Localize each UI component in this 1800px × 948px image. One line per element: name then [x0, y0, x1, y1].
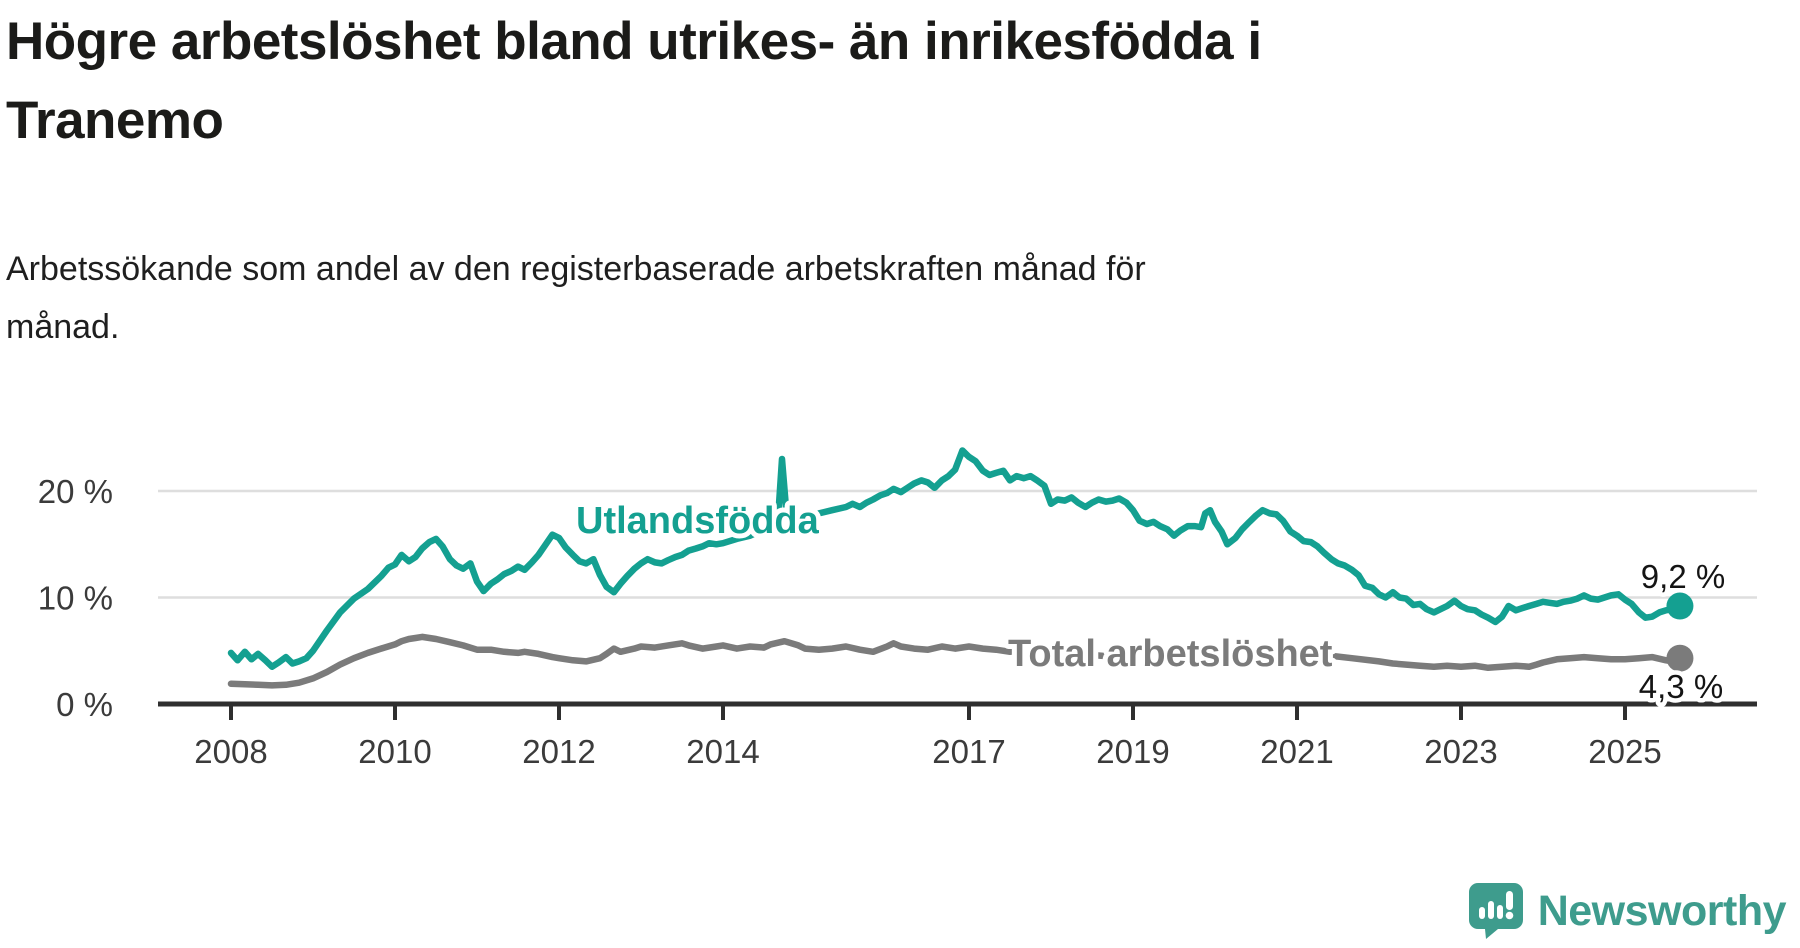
x-label-2010: 2010	[358, 733, 431, 770]
title-line-2: Tranemo	[6, 91, 224, 150]
x-label-2017: 2017	[932, 733, 1005, 770]
end-dot-utlandsfodda	[1666, 592, 1694, 620]
title-line-1: Högre arbetslöshet bland utrikes- än inr…	[6, 12, 1262, 71]
series-label-total: Total arbetslöshet	[1008, 633, 1333, 675]
x-label-2019: 2019	[1096, 733, 1169, 770]
x-axis	[158, 701, 1757, 720]
speech-bubble-shape	[1468, 883, 1523, 939]
x-label-2025: 2025	[1588, 733, 1661, 770]
x-label-2014: 2014	[686, 733, 759, 770]
series-lines	[227, 447, 1684, 689]
series-end-dots	[1666, 592, 1694, 672]
line-total	[227, 633, 1684, 689]
chart-subtitle: Arbetssökande som andel av den registerb…	[6, 240, 1566, 356]
y-label-10: 10 %	[38, 580, 113, 617]
y-label-0: 0 %	[56, 686, 113, 723]
x-label-2021: 2021	[1260, 733, 1333, 770]
newsworthy-icon	[1468, 883, 1523, 939]
subtitle-line-2: månad.	[6, 308, 120, 346]
end-value-utlandsfodda: 9,2 %	[1641, 558, 1725, 595]
y-axis-labels: 0 % 10 % 20 %	[38, 473, 113, 723]
x-label-2008: 2008	[194, 733, 267, 770]
series-label-utlandsfodda: Utlandsfödda	[576, 500, 820, 542]
end-value-total: 4,3 %	[1639, 668, 1723, 705]
end-dot-total	[1666, 644, 1694, 672]
x-label-2023: 2023	[1424, 733, 1497, 770]
x-axis-labels: 2008 2010 2012 2014 2017 2019 2021 2023 2025	[194, 733, 1661, 770]
page-title: Högre arbetslöshet bland utrikes- än inr…	[6, 2, 1566, 160]
x-label-2012: 2012	[522, 733, 595, 770]
newsworthy-wordmark: Newsworthy	[1537, 886, 1787, 935]
newsworthy-logo: Newsworthy	[1468, 882, 1787, 940]
subtitle-line-1: Arbetssökande som andel av den registerb…	[6, 250, 1146, 288]
gridlines	[158, 489, 1757, 599]
line-utlandsfodda	[227, 447, 1684, 670]
y-label-20: 20 %	[38, 473, 113, 510]
